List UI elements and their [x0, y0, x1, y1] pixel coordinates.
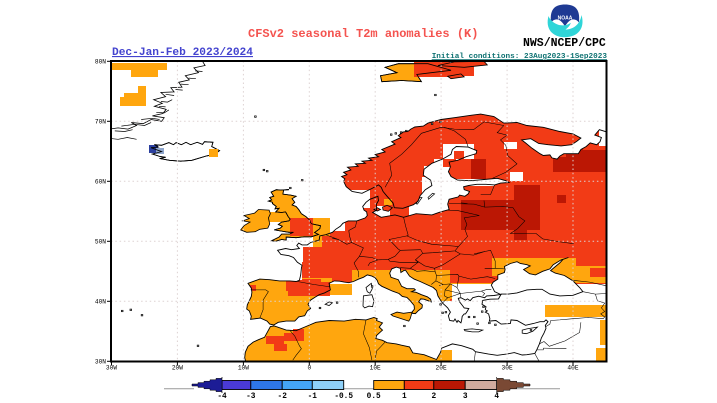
- svg-text:-1: -1: [308, 393, 318, 401]
- svg-text:2: 2: [431, 393, 436, 401]
- svg-text:4: 4: [494, 393, 499, 401]
- svg-text:Dec-Jan-Feb 2023/2024: Dec-Jan-Feb 2023/2024: [112, 47, 253, 59]
- svg-text:0: 0: [307, 365, 311, 372]
- svg-text:-2: -2: [278, 393, 288, 401]
- svg-text:-4: -4: [217, 393, 227, 401]
- svg-text:3: 3: [463, 393, 468, 401]
- svg-text:1: 1: [402, 393, 407, 401]
- svg-text:30W: 30W: [106, 365, 117, 372]
- svg-text:70N: 70N: [95, 119, 106, 126]
- svg-text:Initial conditions: 23Aug2023-: Initial conditions: 23Aug2023-1Sep2023: [432, 53, 608, 61]
- svg-text:CFSv2 seasonal T2m anomalies (: CFSv2 seasonal T2m anomalies (K): [248, 27, 478, 41]
- svg-text:10E: 10E: [370, 365, 381, 372]
- svg-text:-0.5: -0.5: [334, 393, 353, 401]
- svg-text:20E: 20E: [436, 365, 447, 372]
- svg-text:10W: 10W: [238, 365, 249, 372]
- svg-text:40E: 40E: [567, 365, 578, 372]
- svg-text:50N: 50N: [95, 239, 106, 246]
- svg-text:30N: 30N: [95, 359, 106, 366]
- svg-text:80N: 80N: [95, 59, 106, 66]
- svg-text:NWS/NCEP/CPC: NWS/NCEP/CPC: [523, 37, 606, 50]
- svg-text:60N: 60N: [95, 179, 106, 186]
- svg-text:30E: 30E: [502, 365, 513, 372]
- svg-text:NOAA: NOAA: [558, 16, 573, 22]
- svg-text:0.5: 0.5: [367, 393, 381, 401]
- svg-text:20W: 20W: [172, 365, 183, 372]
- svg-text:-3: -3: [246, 393, 256, 401]
- svg-text:40N: 40N: [95, 299, 106, 306]
